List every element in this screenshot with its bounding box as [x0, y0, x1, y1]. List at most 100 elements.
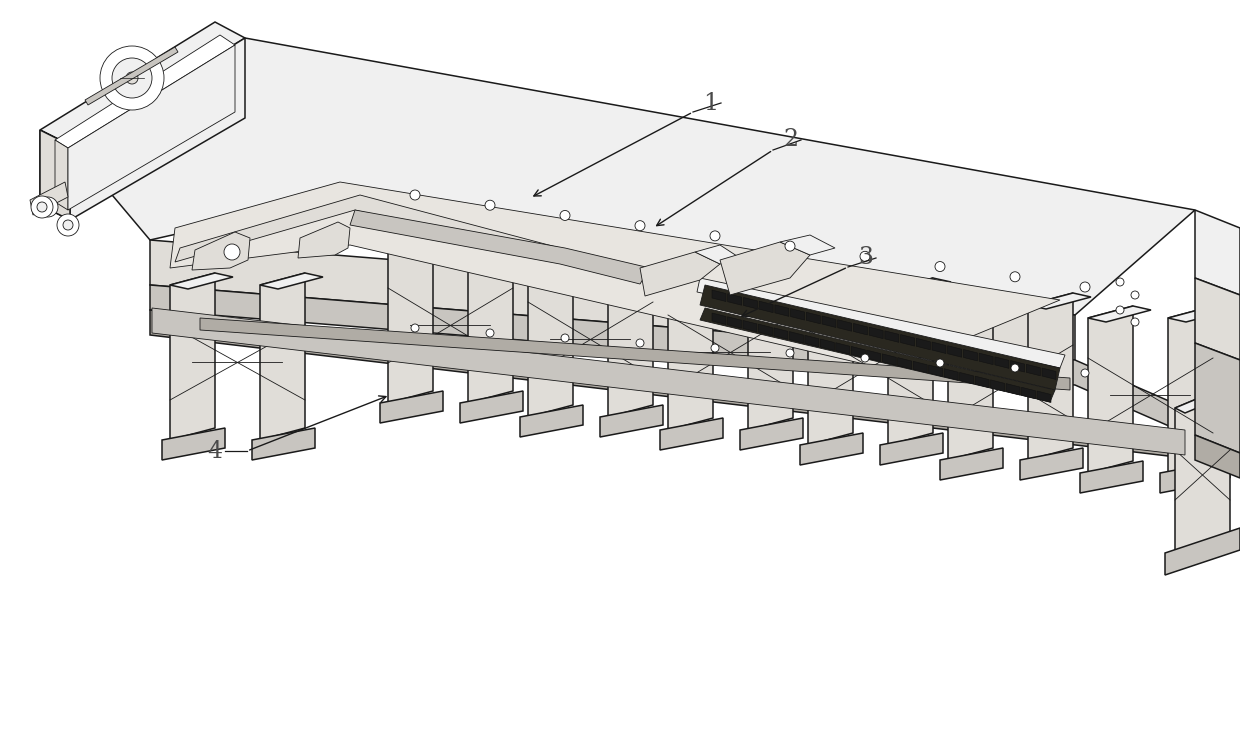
Polygon shape [69, 38, 246, 220]
Polygon shape [867, 350, 880, 362]
Polygon shape [1027, 364, 1040, 376]
Polygon shape [888, 278, 951, 294]
Polygon shape [947, 345, 962, 357]
Polygon shape [528, 250, 573, 417]
Polygon shape [467, 236, 513, 403]
Polygon shape [1087, 306, 1133, 473]
Circle shape [38, 197, 58, 217]
Polygon shape [975, 376, 990, 388]
Circle shape [1081, 369, 1089, 377]
Circle shape [37, 202, 47, 212]
Polygon shape [852, 346, 866, 358]
Polygon shape [86, 47, 179, 105]
Polygon shape [1011, 360, 1024, 372]
Circle shape [57, 214, 79, 236]
Polygon shape [1037, 391, 1052, 403]
Circle shape [485, 201, 495, 210]
Polygon shape [55, 140, 68, 210]
Polygon shape [260, 273, 305, 440]
Polygon shape [298, 222, 350, 258]
Circle shape [1131, 291, 1140, 299]
Polygon shape [1166, 528, 1240, 575]
Polygon shape [1176, 385, 1240, 413]
Polygon shape [743, 321, 756, 332]
Circle shape [936, 359, 944, 367]
Polygon shape [668, 263, 713, 430]
Polygon shape [528, 250, 591, 266]
Polygon shape [929, 365, 942, 376]
Polygon shape [836, 342, 849, 354]
Polygon shape [775, 305, 789, 316]
Polygon shape [40, 22, 246, 145]
Polygon shape [1195, 210, 1240, 295]
Polygon shape [916, 338, 930, 350]
Polygon shape [728, 294, 742, 305]
Polygon shape [791, 309, 805, 320]
Polygon shape [888, 278, 932, 445]
Polygon shape [162, 428, 224, 460]
Polygon shape [200, 318, 1070, 390]
Polygon shape [882, 354, 897, 365]
Circle shape [1116, 306, 1123, 314]
Text: 2: 2 [782, 128, 799, 152]
Polygon shape [1006, 384, 1021, 395]
Polygon shape [853, 324, 868, 335]
Polygon shape [170, 182, 1060, 370]
Polygon shape [388, 236, 433, 403]
Polygon shape [694, 245, 740, 264]
Polygon shape [379, 391, 443, 423]
Circle shape [635, 221, 645, 231]
Circle shape [410, 324, 419, 332]
Polygon shape [712, 313, 725, 324]
Polygon shape [170, 273, 233, 289]
Polygon shape [913, 361, 928, 372]
Polygon shape [175, 195, 560, 262]
Polygon shape [640, 252, 720, 296]
Polygon shape [720, 242, 810, 295]
Polygon shape [701, 285, 1060, 390]
Polygon shape [728, 317, 742, 328]
Polygon shape [869, 327, 883, 339]
Circle shape [1116, 278, 1123, 286]
Circle shape [861, 252, 870, 261]
Polygon shape [30, 182, 68, 215]
Polygon shape [260, 273, 322, 289]
Circle shape [560, 334, 569, 342]
Polygon shape [170, 273, 215, 440]
Polygon shape [805, 335, 818, 347]
Circle shape [1131, 318, 1140, 326]
Polygon shape [898, 357, 911, 369]
Polygon shape [1028, 293, 1073, 460]
Circle shape [786, 349, 794, 357]
Polygon shape [790, 332, 804, 343]
Polygon shape [68, 45, 236, 210]
Polygon shape [660, 418, 723, 450]
Polygon shape [1195, 278, 1240, 360]
Circle shape [224, 244, 241, 260]
Polygon shape [774, 328, 787, 339]
Text: 3: 3 [858, 246, 873, 270]
Polygon shape [740, 418, 804, 450]
Polygon shape [1168, 306, 1213, 473]
Polygon shape [668, 263, 732, 279]
Polygon shape [467, 236, 531, 252]
Polygon shape [960, 372, 973, 384]
Polygon shape [697, 278, 1065, 368]
Circle shape [935, 261, 945, 272]
Polygon shape [192, 232, 250, 270]
Polygon shape [949, 293, 1011, 309]
Polygon shape [748, 263, 811, 279]
Polygon shape [1168, 306, 1231, 322]
Polygon shape [991, 380, 1004, 391]
Circle shape [861, 354, 869, 362]
Polygon shape [150, 310, 1230, 478]
Polygon shape [350, 210, 650, 284]
Circle shape [1080, 282, 1090, 292]
Polygon shape [1159, 461, 1223, 493]
Polygon shape [880, 433, 942, 465]
Polygon shape [821, 339, 835, 351]
Polygon shape [153, 308, 1185, 455]
Circle shape [126, 72, 138, 84]
Polygon shape [608, 250, 671, 266]
Polygon shape [520, 405, 583, 437]
